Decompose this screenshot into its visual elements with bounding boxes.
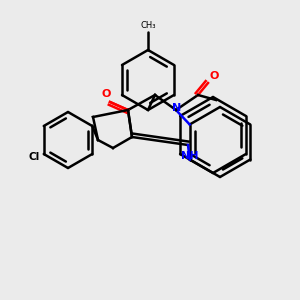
Text: N: N [172, 103, 182, 113]
Text: CH₃: CH₃ [140, 21, 156, 30]
Text: O: O [210, 71, 219, 81]
Text: NH: NH [181, 151, 199, 161]
Text: Cl: Cl [28, 152, 40, 162]
Text: O: O [101, 89, 111, 99]
